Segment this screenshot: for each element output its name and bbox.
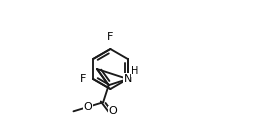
Text: H: H	[131, 66, 139, 76]
Text: O: O	[84, 102, 92, 112]
Text: N: N	[124, 74, 132, 84]
Text: F: F	[80, 74, 86, 84]
Text: F: F	[107, 32, 114, 42]
Text: O: O	[108, 106, 117, 116]
